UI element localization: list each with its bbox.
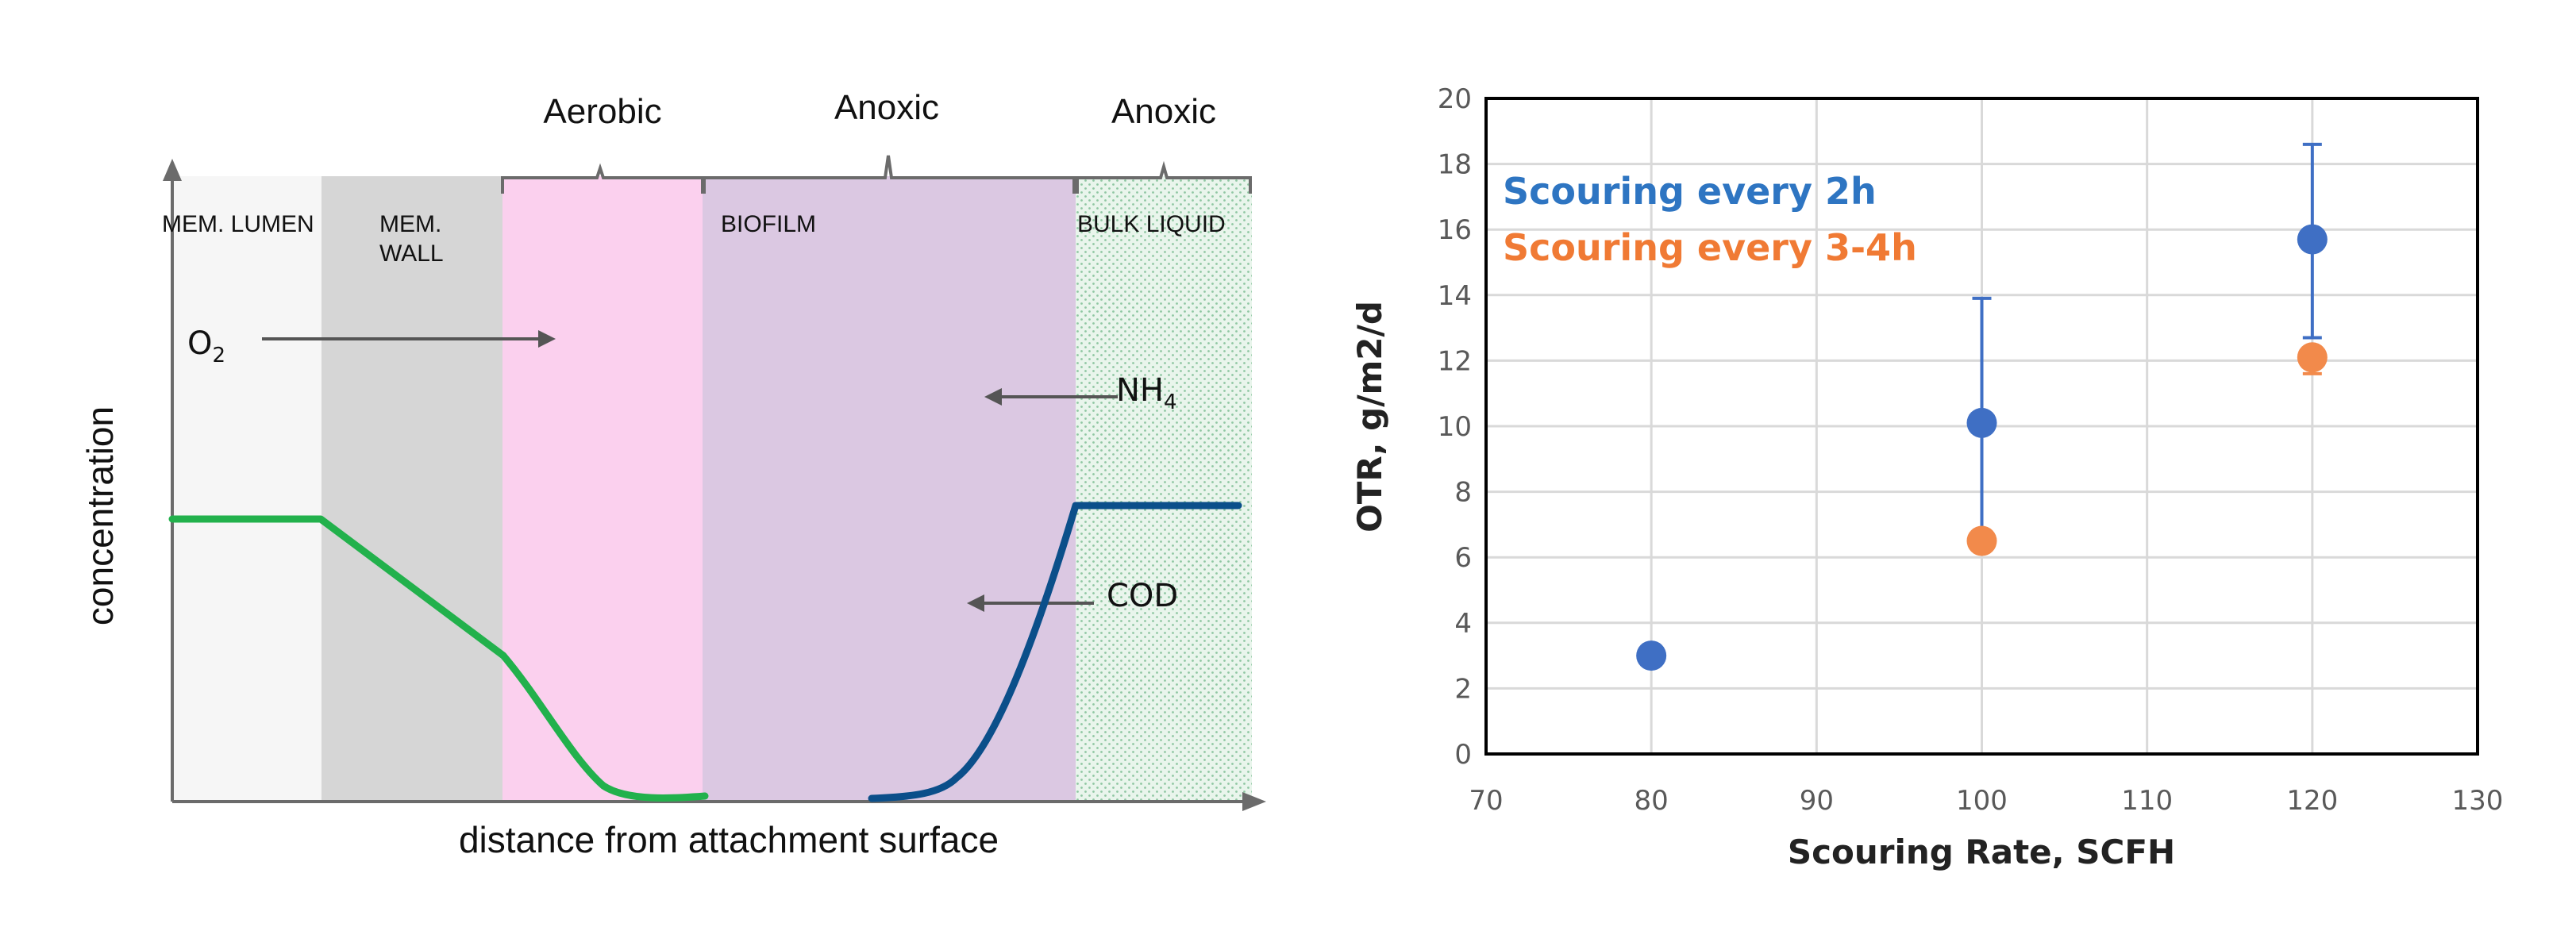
x-tick-label: 110 bbox=[2121, 785, 2173, 817]
o2-label-text: O bbox=[187, 325, 212, 362]
zone-bulk-liquid bbox=[1076, 176, 1252, 802]
nh4-label: NH4 bbox=[1116, 372, 1177, 414]
x-tick-label: 130 bbox=[2452, 785, 2504, 817]
otr-scatter-chart: 0 2 4 6 8 10 12 14 16 18 20 70 80 90 100 110 120 130 Scou… bbox=[1350, 83, 2503, 871]
legend-series-1: Scouring every 2h bbox=[1503, 170, 1877, 213]
zone-biofilm bbox=[703, 176, 1076, 802]
legend-series-2: Scouring every 3-4h bbox=[1503, 226, 1917, 269]
biofilm-concentration-diagram: Aerobic Anoxic Anoxic MEM. LUMEN MEM. WAL… bbox=[79, 88, 1266, 860]
scatter-y-axis-title: OTR, g/m2/d bbox=[1350, 301, 1389, 533]
region-label-anoxic-bulk: Anoxic bbox=[1111, 92, 1216, 131]
diagram-y-arrowhead bbox=[163, 159, 182, 181]
plot-frame bbox=[1484, 97, 2479, 756]
svg-text:NH4: NH4 bbox=[1116, 372, 1177, 414]
cod-arrowhead bbox=[967, 594, 984, 612]
y-tick-label: 16 bbox=[1438, 214, 1472, 246]
data-point-series-1 bbox=[2297, 224, 2328, 255]
y-tick-label: 10 bbox=[1438, 411, 1472, 443]
y-tick-label: 20 bbox=[1438, 83, 1472, 115]
nh4-arrowhead bbox=[984, 388, 1002, 406]
x-tick-label: 90 bbox=[1800, 785, 1834, 817]
zone-label-mem-wall: MEM. WALL bbox=[379, 211, 444, 267]
data-points bbox=[1636, 224, 2328, 671]
zone-label-biofilm: BIOFILM bbox=[721, 211, 816, 237]
o2-label: O2 bbox=[187, 325, 225, 367]
region-label-anoxic-biofilm: Anoxic bbox=[834, 88, 939, 127]
y-tick-label: 2 bbox=[1454, 673, 1472, 705]
region-braces bbox=[501, 155, 1252, 194]
y-tick-label: 0 bbox=[1454, 739, 1472, 771]
data-point-series-1 bbox=[1966, 407, 1997, 438]
o2-arrowhead bbox=[538, 330, 556, 348]
data-point-series-1 bbox=[1636, 640, 1667, 671]
nh4-label-text: NH bbox=[1116, 372, 1164, 409]
diagram-x-arrowhead bbox=[1242, 792, 1266, 811]
data-point-series-2 bbox=[2297, 342, 2328, 373]
cod-concentration-curve bbox=[868, 502, 1242, 802]
zone-label-mem-lumen: MEM. LUMEN bbox=[162, 211, 314, 237]
tick-labels: 0 2 4 6 8 10 12 14 16 18 20 70 80 90 100 110 120 130 bbox=[1438, 83, 2504, 817]
y-tick-label: 8 bbox=[1454, 477, 1472, 509]
x-tick-label: 70 bbox=[1469, 785, 1503, 817]
region-label-aerobic: Aerobic bbox=[543, 92, 661, 131]
data-point-series-2 bbox=[1966, 525, 1997, 556]
y-tick-label: 14 bbox=[1438, 280, 1472, 312]
nh4-label-subscript: 4 bbox=[1164, 390, 1177, 414]
zone-aerobic-biofilm bbox=[502, 176, 703, 802]
diagram-y-axis-title: concentration bbox=[79, 406, 121, 625]
o2-label-subscript: 2 bbox=[212, 344, 225, 367]
svg-text:O2: O2 bbox=[187, 325, 225, 367]
zone-label-bulk-liquid: BULK LIQUID bbox=[1077, 211, 1226, 237]
zone-mem-lumen bbox=[172, 176, 322, 802]
y-tick-label: 6 bbox=[1454, 542, 1472, 574]
y-tick-label: 4 bbox=[1454, 608, 1472, 640]
o2-concentration-curve bbox=[168, 515, 709, 802]
x-tick-label: 120 bbox=[2286, 785, 2338, 817]
zone-mem-wall bbox=[322, 176, 502, 802]
cod-label: COD bbox=[1107, 578, 1178, 614]
scatter-x-axis-title: Scouring Rate, SCFH bbox=[1788, 833, 2175, 871]
x-tick-label: 80 bbox=[1635, 785, 1669, 817]
diagram-x-axis-title: distance from attachment surface bbox=[459, 819, 999, 860]
y-tick-label: 18 bbox=[1438, 149, 1472, 181]
y-tick-label: 12 bbox=[1438, 345, 1472, 377]
x-tick-label: 100 bbox=[1956, 785, 2008, 817]
